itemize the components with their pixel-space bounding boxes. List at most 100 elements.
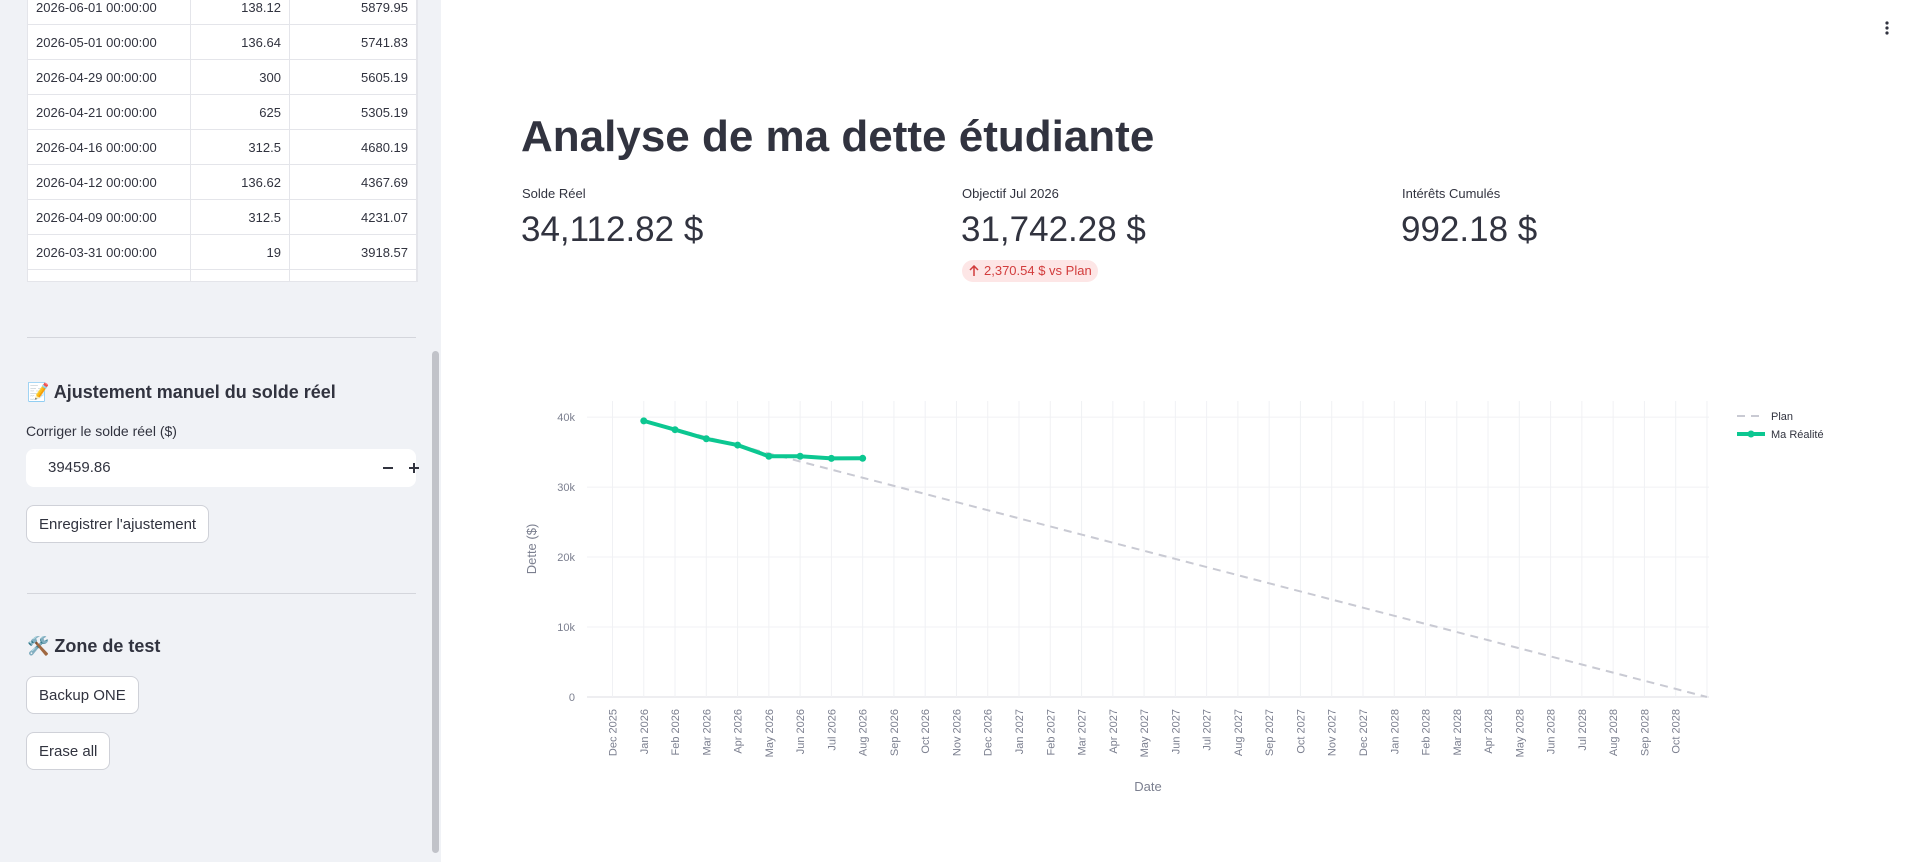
- table-row: 2026-04-29 00:00:00 300 5605.19: [28, 59, 417, 95]
- y-tick-label: 30k: [557, 482, 575, 494]
- x-tick-label: Aug 2026: [858, 709, 870, 756]
- table-row: 2026-04-16 00:00:00 312.5 4680.19: [28, 129, 417, 165]
- erase-button[interactable]: Erase all: [26, 732, 111, 770]
- table-cell: 625: [190, 94, 290, 130]
- table-cell: 3918.57: [289, 234, 417, 270]
- table-cell: 2026-04-16 00:00:00: [28, 129, 191, 165]
- legend-label: Ma Réalité: [1771, 429, 1824, 441]
- number-input[interactable]: 39459.86: [26, 449, 419, 487]
- x-tick-label: Nov 2026: [951, 709, 963, 756]
- x-tick-label: Apr 2027: [1108, 709, 1120, 754]
- x-tick-label: Mar 2027: [1077, 709, 1089, 755]
- x-tick-label: Jul 2027: [1202, 709, 1214, 751]
- x-tick-label: Sep 2028: [1639, 709, 1651, 756]
- x-tick-label: Feb 2028: [1421, 709, 1433, 755]
- page-title: Analyse de ma dette étudiante: [521, 112, 1155, 161]
- x-tick-label: May 2026: [764, 709, 776, 757]
- sidebar: 2026-06-01 00:00:00 138.12 5879.95 2026-05-…: [0, 0, 441, 862]
- scrollbar[interactable]: [432, 351, 439, 853]
- x-tick-label: May 2028: [1514, 709, 1526, 757]
- table-row: 2026-04-12 00:00:00 136.62 4367.69: [28, 164, 417, 200]
- legend-label: Plan: [1771, 411, 1793, 423]
- data-point: [734, 441, 742, 449]
- data-point: [859, 454, 867, 462]
- table-cell: 2026-04-29 00:00:00: [28, 59, 191, 95]
- legend-marker: [1747, 430, 1755, 438]
- data-point: [702, 435, 710, 443]
- metric-value: 992.18 $: [1401, 210, 1538, 249]
- x-tick-label: Feb 2027: [1045, 709, 1057, 755]
- x-tick-label: Feb 2026: [670, 709, 682, 755]
- x-axis-title: Date: [1134, 779, 1161, 794]
- metric-label: Objectif Jul 2026: [962, 186, 1059, 201]
- table-cell: 312.5: [190, 129, 290, 165]
- table-row: 2026-04-21 00:00:00 625 5305.19: [28, 94, 417, 130]
- divider: [27, 593, 416, 594]
- table-row: 2026-04-09 00:00:00 312.5 4231.07: [28, 199, 417, 235]
- section-heading: 🛠️ Zone de test: [27, 636, 161, 656]
- table-row: 2026-03-31 00:00:00 19 3918.57: [28, 234, 417, 270]
- data-table: 2026-06-01 00:00:00 138.12 5879.95 2026-05-…: [27, 0, 418, 282]
- x-tick-label: Apr 2028: [1483, 709, 1495, 754]
- data-point: [640, 417, 648, 425]
- metric-label: Intérêts Cumulés: [1402, 186, 1501, 201]
- table-cell: 5879.95: [289, 0, 417, 25]
- save-button[interactable]: Enregistrer l'ajustement: [26, 505, 210, 543]
- table-cell: 4680.19: [289, 129, 417, 165]
- table-cell: 5305.19: [289, 94, 417, 130]
- x-tick-label: Sep 2027: [1264, 709, 1276, 756]
- metric-value: 31,742.28 $: [961, 210, 1146, 249]
- data-point: [671, 426, 679, 434]
- table-cell: 2026-04-09 00:00:00: [28, 199, 191, 235]
- y-tick-label: 40k: [557, 412, 575, 424]
- table-cell: 2026-05-01 00:00:00: [28, 24, 191, 60]
- x-tick-label: Aug 2027: [1233, 709, 1245, 756]
- x-tick-label: Dec 2027: [1358, 709, 1370, 756]
- x-tick-label: Jan 2026: [639, 709, 651, 754]
- metric-label: Solde Réel: [522, 186, 586, 201]
- table-cell: 2026-03-31 00:00:00: [28, 234, 191, 270]
- table-cell: 2026-04-21 00:00:00: [28, 94, 191, 130]
- x-tick-label: Jun 2026: [795, 709, 807, 754]
- x-tick-label: Oct 2028: [1671, 709, 1683, 754]
- x-tick-label: Aug 2028: [1608, 709, 1620, 756]
- x-tick-label: Mar 2028: [1452, 709, 1464, 755]
- table-cell: 138.12: [190, 0, 290, 25]
- x-tick-label: Dec 2025: [608, 709, 620, 756]
- table-cell: 300: [190, 59, 290, 95]
- menu-button[interactable]: [1883, 20, 1891, 36]
- x-tick-label: Dec 2026: [983, 709, 995, 756]
- y-axis-title: Dette ($): [524, 524, 539, 575]
- steppers[interactable]: [381, 462, 421, 474]
- x-tick-label: Sep 2026: [889, 709, 901, 756]
- table-cell: 19: [190, 234, 290, 270]
- x-tick-label: May 2027: [1139, 709, 1151, 757]
- x-tick-label: Jan 2028: [1389, 709, 1401, 754]
- input-value[interactable]: 39459.86: [48, 459, 111, 476]
- table-cell: 136.62: [190, 164, 290, 200]
- table-cell: 2026-04-12 00:00:00: [28, 164, 191, 200]
- x-tick-label: Jun 2028: [1546, 709, 1558, 754]
- x-tick-label: Oct 2026: [920, 709, 932, 754]
- table-cell: 2026-06-01 00:00:00: [28, 0, 191, 25]
- backup-button[interactable]: Backup ONE: [26, 676, 139, 714]
- x-tick-label: Nov 2027: [1327, 709, 1339, 756]
- metric-delta: 2,370.54 $ vs Plan: [962, 260, 1098, 282]
- input-label: Corriger le solde réel ($): [26, 423, 177, 439]
- table-cell: 4231.07: [289, 199, 417, 235]
- table-cell: 136.64: [190, 24, 290, 60]
- delta-text: 2,370.54 $ vs Plan: [984, 263, 1092, 278]
- x-tick-label: Jun 2027: [1170, 709, 1182, 754]
- series-line: [643, 419, 1708, 698]
- y-tick-label: 10k: [557, 622, 575, 634]
- x-tick-label: Jan 2027: [1014, 709, 1026, 754]
- table-cell: 5741.83: [289, 24, 417, 60]
- y-tick-label: 0: [569, 692, 575, 704]
- table-row: 2026-05-01 00:00:00 136.64 5741.83: [28, 24, 417, 60]
- x-tick-label: Oct 2027: [1295, 709, 1307, 754]
- x-tick-label: Mar 2026: [701, 709, 713, 755]
- table-cell: 5605.19: [289, 59, 417, 95]
- data-point: [796, 452, 804, 460]
